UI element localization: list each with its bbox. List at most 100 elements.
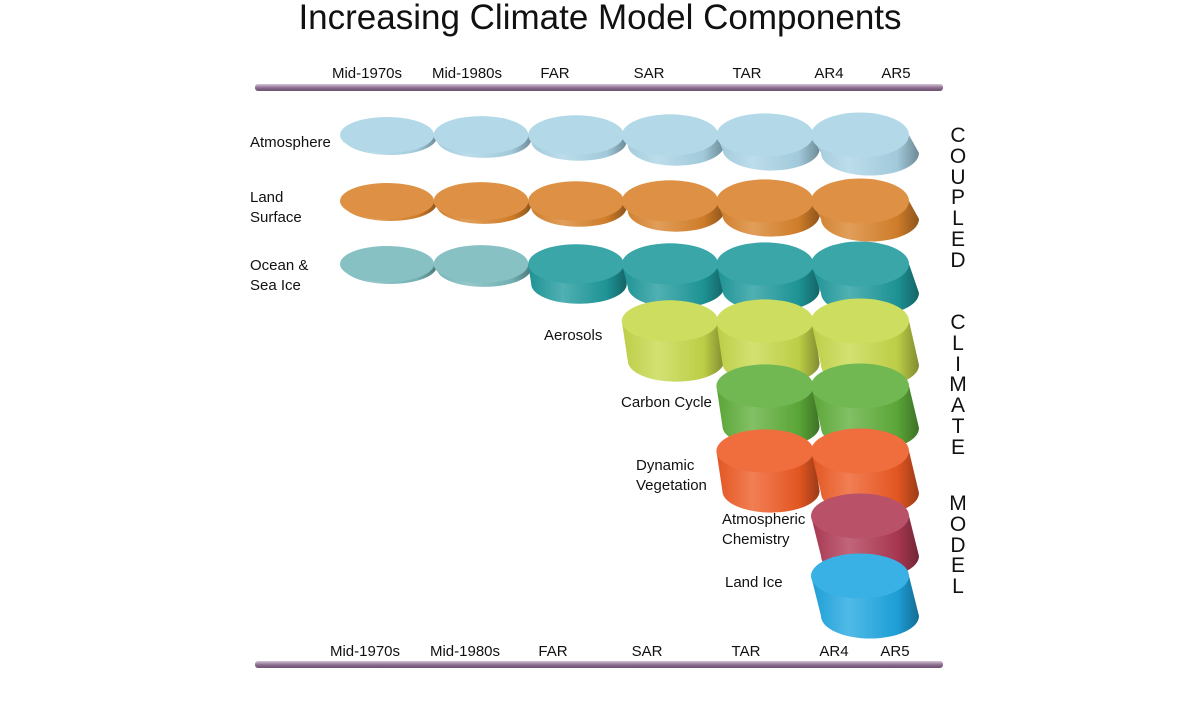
cylinder-top xyxy=(811,553,909,599)
diagram-title: Increasing Climate Model Components xyxy=(298,0,902,37)
bottom-era-label: AR5 xyxy=(880,643,910,660)
side-letter: L xyxy=(952,331,964,355)
bottom-timeline-bar xyxy=(255,661,943,668)
cylinder xyxy=(621,300,725,382)
cylinder-top xyxy=(811,298,909,344)
cylinder xyxy=(433,245,532,287)
cylinder-top xyxy=(716,113,814,157)
bottom-era-label: TAR xyxy=(731,643,761,660)
side-letter: E xyxy=(950,435,965,459)
cylinder xyxy=(811,112,919,176)
bottom-era-label: Mid-1980s xyxy=(429,643,501,660)
side-letter: E xyxy=(950,227,965,251)
cylinder xyxy=(716,242,820,312)
label-line: Carbon Cycle xyxy=(621,394,712,411)
side-letter: U xyxy=(950,165,966,189)
side-letter: D xyxy=(950,533,966,557)
top-era-label: Mid-1970s xyxy=(331,65,403,82)
component-label-atmosphere: Atmosphere xyxy=(250,133,331,153)
cylinder-top xyxy=(716,429,814,473)
cylinder-top xyxy=(433,116,529,154)
top-era-label: FAR xyxy=(540,65,570,82)
cylinder xyxy=(811,178,919,242)
label-line: Chemistry xyxy=(722,530,790,548)
component-label-land-ice: Land Ice xyxy=(725,573,783,593)
bottom-era-label: FAR xyxy=(538,643,568,660)
label-line: Aerosols xyxy=(544,327,603,344)
side-letter: P xyxy=(950,186,965,210)
cylinder xyxy=(716,113,820,171)
cylinder-top xyxy=(621,243,719,285)
label-line: Sea Ice xyxy=(250,276,301,294)
cylinder-top xyxy=(811,241,909,287)
cylinder-top xyxy=(621,300,719,342)
cylinder-top xyxy=(528,244,624,284)
cylinder-top xyxy=(811,112,909,158)
cylinder xyxy=(433,116,532,158)
cylinder xyxy=(716,429,820,513)
side-letter: D xyxy=(950,248,966,272)
cylinder-top xyxy=(811,178,909,224)
component-label-carbon-cycle: Carbon Cycle xyxy=(621,393,712,413)
cylinder-top xyxy=(716,299,814,343)
top-era-label: Mid-1980s xyxy=(431,65,503,82)
label-line: Atmosphere xyxy=(250,134,331,151)
cylinder-top xyxy=(811,428,909,474)
top-era-label: SAR xyxy=(633,65,665,82)
side-letter: C xyxy=(950,124,966,147)
side-letter: T xyxy=(951,414,965,438)
cylinder-top xyxy=(528,181,624,221)
side-letter: L xyxy=(952,575,964,599)
side-letter: I xyxy=(955,352,961,376)
side-letter: M xyxy=(949,492,967,515)
bottom-era-label: Mid-1970s xyxy=(329,643,401,660)
label-line: Surface xyxy=(250,208,302,226)
label-line: Atmospheric xyxy=(722,511,806,528)
cylinder xyxy=(340,117,437,155)
label-line: Dynamic xyxy=(636,457,695,474)
cylinder xyxy=(621,114,725,166)
cylinder-top xyxy=(340,183,434,219)
cylinder xyxy=(621,180,725,232)
cylinder xyxy=(621,243,725,308)
cylinder-top xyxy=(433,182,529,220)
cylinder xyxy=(528,181,627,227)
cylinder-top xyxy=(716,364,814,408)
component-label-atmospheric-chemistry: Atmospheric Chemistry xyxy=(722,510,805,549)
cylinder-top xyxy=(433,245,529,283)
cylinder xyxy=(528,115,627,161)
cylinder xyxy=(528,244,627,304)
top-era-label: TAR xyxy=(732,65,762,82)
cylinder-top xyxy=(621,114,719,156)
side-letter: O xyxy=(949,144,967,168)
side-letter: A xyxy=(950,394,965,418)
label-line: Vegetation xyxy=(636,476,707,494)
cylinder xyxy=(716,179,820,237)
top-era-label: AR5 xyxy=(881,65,911,82)
component-label-land-surface: Land Surface xyxy=(250,188,302,227)
bottom-era-label: AR4 xyxy=(819,643,849,660)
side-letter: M xyxy=(949,373,967,397)
cylinder-top xyxy=(811,493,909,539)
label-line: Land Ice xyxy=(725,574,783,591)
label-line: Land xyxy=(250,189,284,206)
component-label-ocean-sea-ice: Ocean & Sea Ice xyxy=(250,256,308,295)
cylinder xyxy=(340,183,437,221)
cylinder-top xyxy=(528,115,624,155)
side-letter: L xyxy=(952,207,964,231)
cylinder xyxy=(340,246,437,284)
side-letter: O xyxy=(949,512,967,536)
cylinder xyxy=(811,553,919,639)
side-letter: C xyxy=(950,311,966,334)
cylinder xyxy=(433,182,532,224)
cylinder-top xyxy=(716,179,814,223)
top-timeline-bar xyxy=(255,84,943,91)
cylinder-top xyxy=(621,180,719,222)
cylinder-top xyxy=(340,117,434,153)
cylinder-top xyxy=(811,363,909,409)
